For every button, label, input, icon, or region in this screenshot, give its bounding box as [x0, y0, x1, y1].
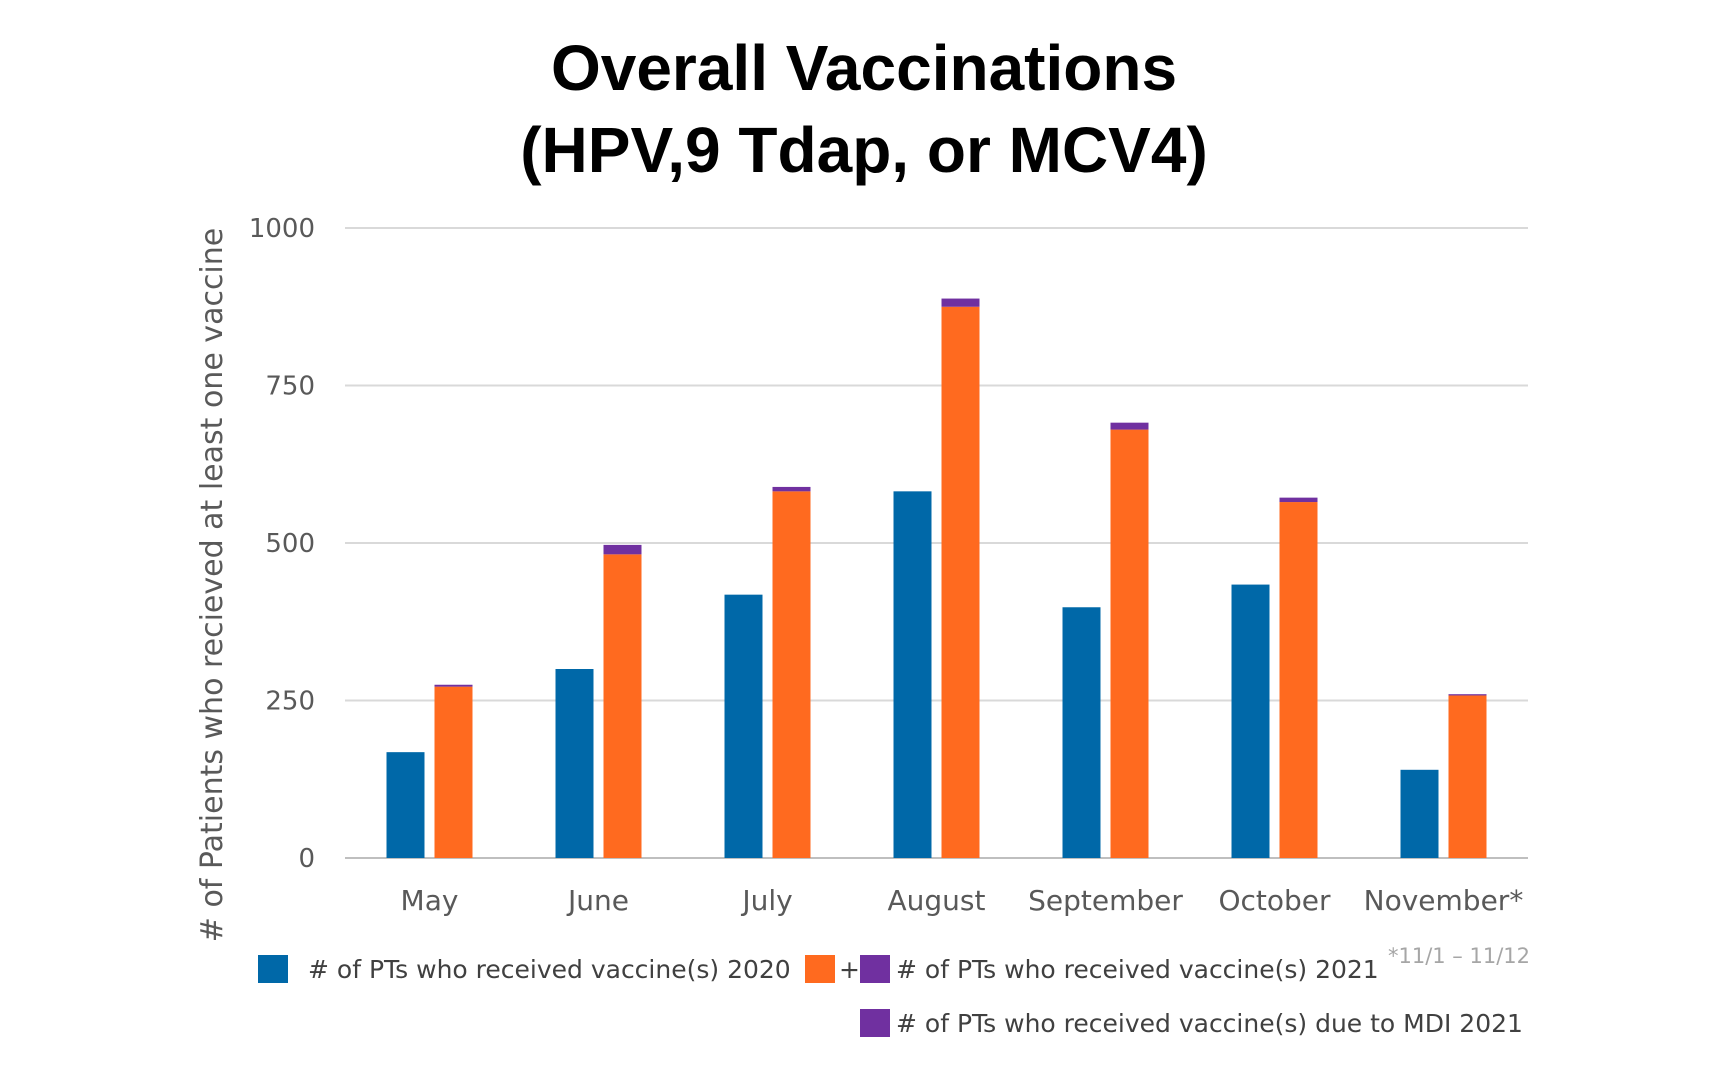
legend-swatch-mdi-inline: [860, 955, 890, 983]
y-tick-label: 500: [265, 529, 315, 559]
bar-series2-may: [434, 684, 473, 687]
y-tick-label: 1000: [249, 214, 315, 244]
x-category-label: August: [888, 884, 986, 917]
bar-series0-july: [724, 594, 763, 858]
legend-swatch-mdi: [860, 1009, 890, 1037]
bars: [386, 298, 1487, 858]
y-tick-label: 250: [265, 687, 315, 717]
gridlines: [345, 227, 1528, 859]
bar-series0-november: [1400, 769, 1439, 858]
x-category-label: May: [401, 884, 459, 917]
bar-series1-july: [772, 491, 811, 858]
legend-label-mdi: # of PTs who received vaccine(s) due to …: [896, 1009, 1523, 1038]
legend-label-2020: # of PTs who received vaccine(s) 2020: [308, 955, 791, 984]
chart-title-line-2: (HPV,9 Tdap, or MCV4): [520, 114, 1208, 186]
bar-series0-may: [386, 752, 425, 858]
y-tick-label: 0: [298, 844, 315, 874]
bar-series2-october: [1279, 497, 1318, 503]
legend-swatch-2021: [805, 955, 835, 983]
legend-label-2021: # of PTs who received vaccine(s) 2021: [896, 955, 1379, 984]
footnote: *11/1 – 11/12: [1388, 944, 1530, 968]
y-tick-label: 750: [265, 372, 315, 402]
bar-series1-june: [603, 554, 642, 858]
y-axis-label: # of Patients who recieved at least one …: [195, 228, 230, 942]
x-category-label: November*: [1364, 884, 1524, 917]
bar-series1-september: [1110, 429, 1149, 858]
legend: # of PTs who received vaccine(s) 2020 + …: [258, 955, 1523, 1038]
bar-series0-september: [1062, 607, 1101, 858]
x-category-label: July: [740, 884, 792, 917]
bar-series2-november: [1448, 694, 1487, 696]
legend-swatch-2020: [258, 955, 288, 983]
bar-series1-november: [1448, 695, 1487, 858]
x-category-label: October: [1218, 884, 1331, 917]
y-axis-ticks: 0 250 500 750 1000: [249, 214, 315, 874]
legend-plus-sign: +: [839, 955, 860, 984]
bar-series2-july: [772, 486, 811, 492]
bar-series0-october: [1231, 584, 1270, 858]
x-category-label: September: [1028, 884, 1183, 917]
x-category-label: June: [566, 884, 629, 917]
bar-series0-august: [893, 491, 932, 858]
bar-series2-august: [941, 298, 980, 307]
bar-series1-october: [1279, 502, 1318, 858]
bar-series1-august: [941, 306, 980, 858]
chart-title-line-1: Overall Vaccinations: [551, 32, 1177, 104]
bar-series2-september: [1110, 422, 1149, 430]
x-axis-categories: May June July August September October Novembe…: [401, 884, 1524, 917]
bar-series0-june: [555, 669, 594, 858]
bar-series1-may: [434, 686, 473, 858]
bar-series2-june: [603, 544, 642, 555]
